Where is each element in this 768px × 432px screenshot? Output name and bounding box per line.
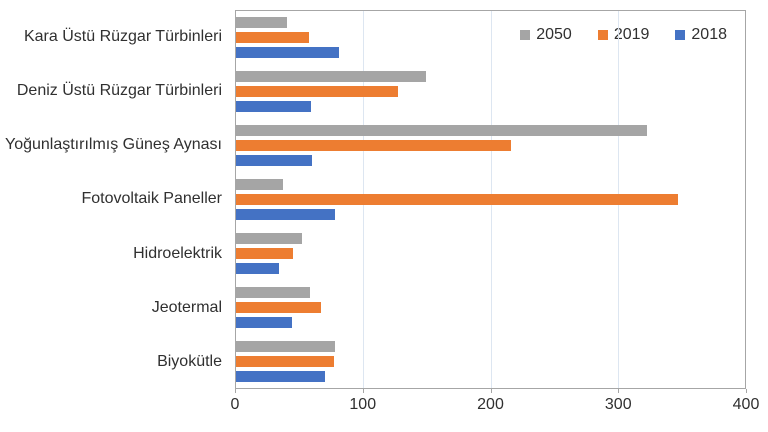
legend-item-2018: 2018 xyxy=(675,26,727,44)
bar-group xyxy=(236,334,745,388)
bar-2018 xyxy=(236,316,292,328)
category-labels: Kara Üstü Rüzgar Türbinleri Deniz Üstü Rü… xyxy=(0,10,226,389)
legend-label: 2019 xyxy=(613,26,650,43)
bar-2050 xyxy=(236,178,284,190)
bar-2018 xyxy=(236,208,336,220)
bar-2019 xyxy=(236,355,334,367)
legend-label: 2018 xyxy=(691,26,727,43)
bar-2018 xyxy=(236,262,280,274)
bar-2018 xyxy=(236,370,326,382)
bar-2018 xyxy=(236,155,313,167)
bar-2019 xyxy=(236,301,322,313)
legend-swatch-icon xyxy=(520,30,531,40)
bar-2050 xyxy=(236,17,287,29)
bar-2050 xyxy=(236,125,648,137)
bar-2050 xyxy=(236,232,303,244)
bar-2019 xyxy=(236,86,398,98)
bar-group xyxy=(236,280,745,334)
legend-label: 2050 xyxy=(536,26,572,43)
category-label: Yoğunlaştırılmış Güneş Aynası xyxy=(4,136,222,154)
category-label: Deniz Üstü Rüzgar Türbinleri xyxy=(16,82,222,100)
category-label: Jeotermal xyxy=(151,298,222,316)
bar-group xyxy=(236,119,745,173)
bar-2018 xyxy=(236,47,340,59)
x-tick-mark xyxy=(362,389,364,393)
legend: 2050 2019 2018 xyxy=(518,26,729,44)
x-tick-label: 400 xyxy=(732,396,760,413)
bar-2019 xyxy=(236,32,309,44)
bar-group xyxy=(236,11,745,65)
bar-group xyxy=(236,226,745,280)
legend-swatch-icon xyxy=(597,30,608,40)
legend-item-2019: 2019 xyxy=(597,26,650,44)
bar-2019 xyxy=(236,247,294,259)
bar-2019 xyxy=(236,193,678,205)
x-tick-label: 100 xyxy=(349,396,377,413)
x-tick-mark xyxy=(490,389,492,393)
bar-group xyxy=(236,173,745,227)
x-tick-mark xyxy=(746,389,747,393)
category-label: Biyokütle xyxy=(157,352,222,370)
x-tick-mark xyxy=(618,389,620,393)
x-axis: 0 100 200 300 400 xyxy=(231,389,759,423)
x-tick-label: 200 xyxy=(477,396,504,413)
legend-item-2050: 2050 xyxy=(520,26,572,44)
bar-group xyxy=(236,65,745,119)
bar-2050 xyxy=(236,340,336,352)
bar-2050 xyxy=(236,286,310,298)
bar-2019 xyxy=(236,140,511,152)
plot-area: 2050 2019 2018 xyxy=(235,10,746,389)
category-label: Hidroelektrik xyxy=(133,244,222,262)
bar-2050 xyxy=(236,71,426,83)
legend-swatch-icon xyxy=(675,30,686,40)
x-tick-label: 0 xyxy=(230,396,240,413)
bar-2018 xyxy=(236,101,312,113)
x-tick-label: 300 xyxy=(604,396,632,413)
category-label: Kara Üstü Rüzgar Türbinleri xyxy=(23,28,222,46)
x-tick-mark xyxy=(235,389,236,393)
category-label: Fotovoltaik Paneller xyxy=(81,190,222,208)
